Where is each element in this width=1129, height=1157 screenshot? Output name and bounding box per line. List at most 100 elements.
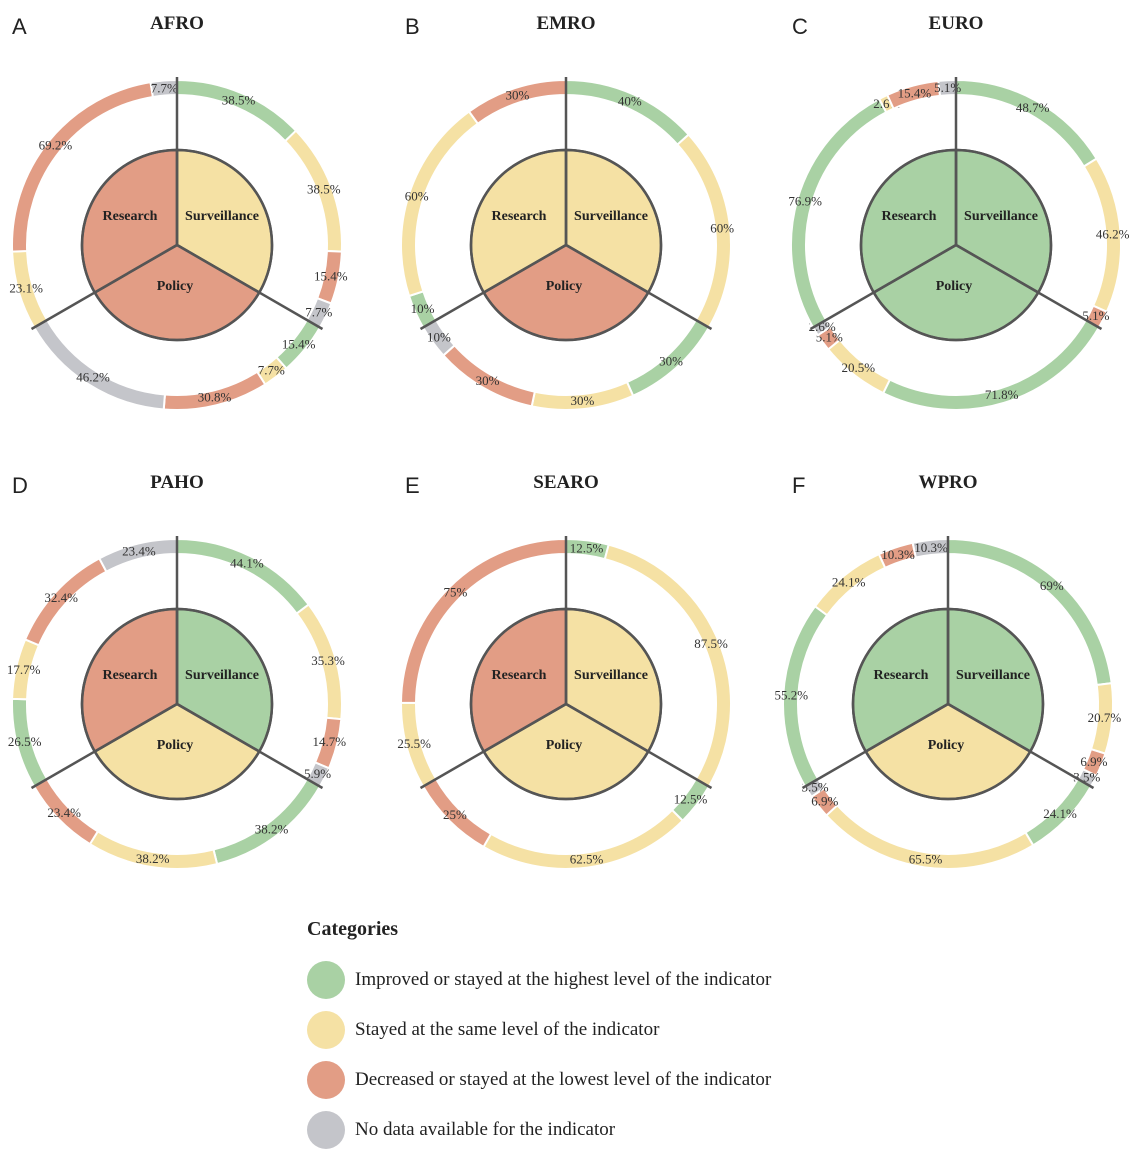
legend: Categories Improved or stayed at the hig… <box>307 918 1027 1155</box>
segment-label-research: 7.7% <box>151 81 178 96</box>
outer-segment-research-same <box>400 110 480 298</box>
segment-label-research: 10% <box>411 301 435 316</box>
segment-label-surveillance: 87.5% <box>694 636 728 651</box>
panel-title: PAHO <box>150 472 203 493</box>
segment-label-research: 26.5% <box>8 734 42 749</box>
segment-label-policy: 30% <box>476 373 500 388</box>
inner-circle-outline <box>469 148 663 342</box>
segment-label-policy: 25% <box>443 807 467 822</box>
legend-swatch-improved <box>307 961 345 999</box>
section-divider <box>565 243 713 331</box>
segment-label-policy: 38.2% <box>136 851 170 866</box>
panel-title: EURO <box>929 13 984 34</box>
segment-label-policy: 30% <box>570 393 594 408</box>
section-label-research: Research <box>492 668 547 683</box>
donut-charts-figure: A AFRO 38.5% 38.5% 15.4% 7.7% 15.4% 7.7% 30.8% 46… <box>7 13 1129 870</box>
section-divider <box>947 702 1095 790</box>
segment-label-policy: 71.8% <box>985 387 1019 402</box>
section-label-policy: Policy <box>936 279 973 294</box>
inner-circle-outline <box>859 148 1053 342</box>
section-label-surveillance: Surveillance <box>185 209 259 224</box>
inner-circle-outline <box>80 607 274 801</box>
segment-label-research: 10.3% <box>914 540 948 555</box>
section-label-policy: Policy <box>546 279 583 294</box>
legend-label-same: Stayed at the same level of the indicato… <box>355 1019 660 1040</box>
section-divider <box>176 702 324 790</box>
panel-title: EMRO <box>536 13 595 34</box>
section-label-policy: Policy <box>928 738 965 753</box>
segment-label-surveillance: 20.7% <box>1088 710 1122 725</box>
section-divider <box>419 243 567 331</box>
segment-label-surveillance: 5.1% <box>1082 308 1109 323</box>
section-divider <box>176 243 324 331</box>
legend-swatch-decreased <box>307 1061 345 1099</box>
segment-label-surveillance: 69% <box>1040 578 1064 593</box>
section-label-policy: Policy <box>546 738 583 753</box>
panel-letter: A <box>12 14 27 39</box>
legend-label-improved: Improved or stayed at the highest level … <box>355 969 772 990</box>
panel-title: WPRO <box>918 472 977 493</box>
section-label-research: Research <box>874 668 929 683</box>
legend-item-same: Stayed at the same level of the indicato… <box>307 1005 1027 1055</box>
segment-label-research: 60% <box>405 188 429 203</box>
segment-label-policy: 15.4% <box>282 336 316 351</box>
panel-c-euro: C EURO48.7%46.2%5.1%71.8%20.5%5.1%2.6%76.… <box>788 13 1129 411</box>
segment-label-research: 75% <box>443 585 467 600</box>
panel-f-wpro: F WPRO69%20.7%6.9%3.5%24.1%65.5%6.9%3.5%5… <box>774 472 1122 870</box>
section-label-surveillance: Surveillance <box>574 668 648 683</box>
segment-label-policy: 5.1% <box>816 330 843 345</box>
panel-d-paho: D PAHO 44.1% 35.3% 14.7% 5.9% 38.2% 38.2% 23.4% 2… <box>7 472 346 870</box>
section-divider <box>30 243 178 331</box>
segment-label-research: 5.1% <box>934 80 961 95</box>
segment-label-surveillance: 46.2% <box>1096 226 1129 241</box>
segment-label-policy: 24.1% <box>1043 806 1077 821</box>
segment-label-research: 69.2% <box>39 138 73 153</box>
section-label-surveillance: Surveillance <box>956 668 1030 683</box>
panel-e-searo: E SEARO 12.5% 87.5% 12.5% 62.5% 25% 25.5% 75% Sur… <box>397 472 732 870</box>
outer-segment-surveillance-improved <box>565 78 691 147</box>
segment-label-policy: 30% <box>659 354 683 369</box>
segment-label-policy: 30.8% <box>198 389 232 404</box>
legend-label-decreased: Decreased or stayed at the lowest level … <box>355 1069 772 1090</box>
segment-label-research: 55.2% <box>774 687 808 702</box>
segment-label-research: 24.1% <box>832 574 866 589</box>
segment-label-surveillance: 48.7% <box>1016 100 1050 115</box>
inner-circle-outline <box>469 607 663 801</box>
legend-swatch-same <box>307 1011 345 1049</box>
segment-label-policy: 6.9% <box>811 793 838 808</box>
segment-label-policy: 12.5% <box>674 792 708 807</box>
segment-label-surveillance: 6.9% <box>1080 754 1107 769</box>
section-divider <box>809 243 957 331</box>
section-label-research: Research <box>103 668 158 683</box>
segment-label-research: 10.3% <box>881 547 915 562</box>
section-label-surveillance: Surveillance <box>574 209 648 224</box>
panel-a-afro: A AFRO 38.5% 38.5% 15.4% 7.7% 15.4% 7.7% 30.8% 46… <box>9 13 348 411</box>
segment-label-policy: 7.7% <box>258 363 285 378</box>
panel-b-emro: B EMRO 40% 60% 30% 30% 30% 10% 10% 60% 30% Surveill… <box>400 13 734 411</box>
section-label-policy: Policy <box>157 738 194 753</box>
panel-letter: C <box>792 14 808 39</box>
segment-label-research: 76.9% <box>788 193 822 208</box>
outer-segment-surveillance-improved <box>176 537 311 615</box>
panel-title: AFRO <box>150 13 204 34</box>
section-label-surveillance: Surveillance <box>185 668 259 683</box>
section-divider <box>419 702 567 790</box>
segment-label-surveillance: 60% <box>710 221 734 236</box>
segment-label-policy: 23.4% <box>47 805 81 820</box>
segment-label-surveillance: 40% <box>618 94 642 109</box>
section-divider <box>30 702 178 790</box>
segment-label-surveillance: 12.5% <box>570 540 604 555</box>
segment-label-research: 25.5% <box>397 736 431 751</box>
segment-label-surveillance: 14.7% <box>312 734 346 749</box>
segment-label-surveillance: 5.9% <box>304 766 331 781</box>
segment-label-surveillance: 7.7% <box>305 304 332 319</box>
segment-label-research: 30% <box>506 88 530 103</box>
section-divider <box>801 702 949 790</box>
segment-label-policy: 46.2% <box>76 370 110 385</box>
segment-label-research: 15.4% <box>898 86 932 101</box>
segment-label-surveillance: 38.5% <box>307 181 341 196</box>
panel-letter: E <box>405 473 420 498</box>
section-label-research: Research <box>882 209 937 224</box>
segment-label-policy: 38.2% <box>255 821 289 836</box>
legend-label-nodata: No data available for the indicator <box>355 1119 616 1140</box>
